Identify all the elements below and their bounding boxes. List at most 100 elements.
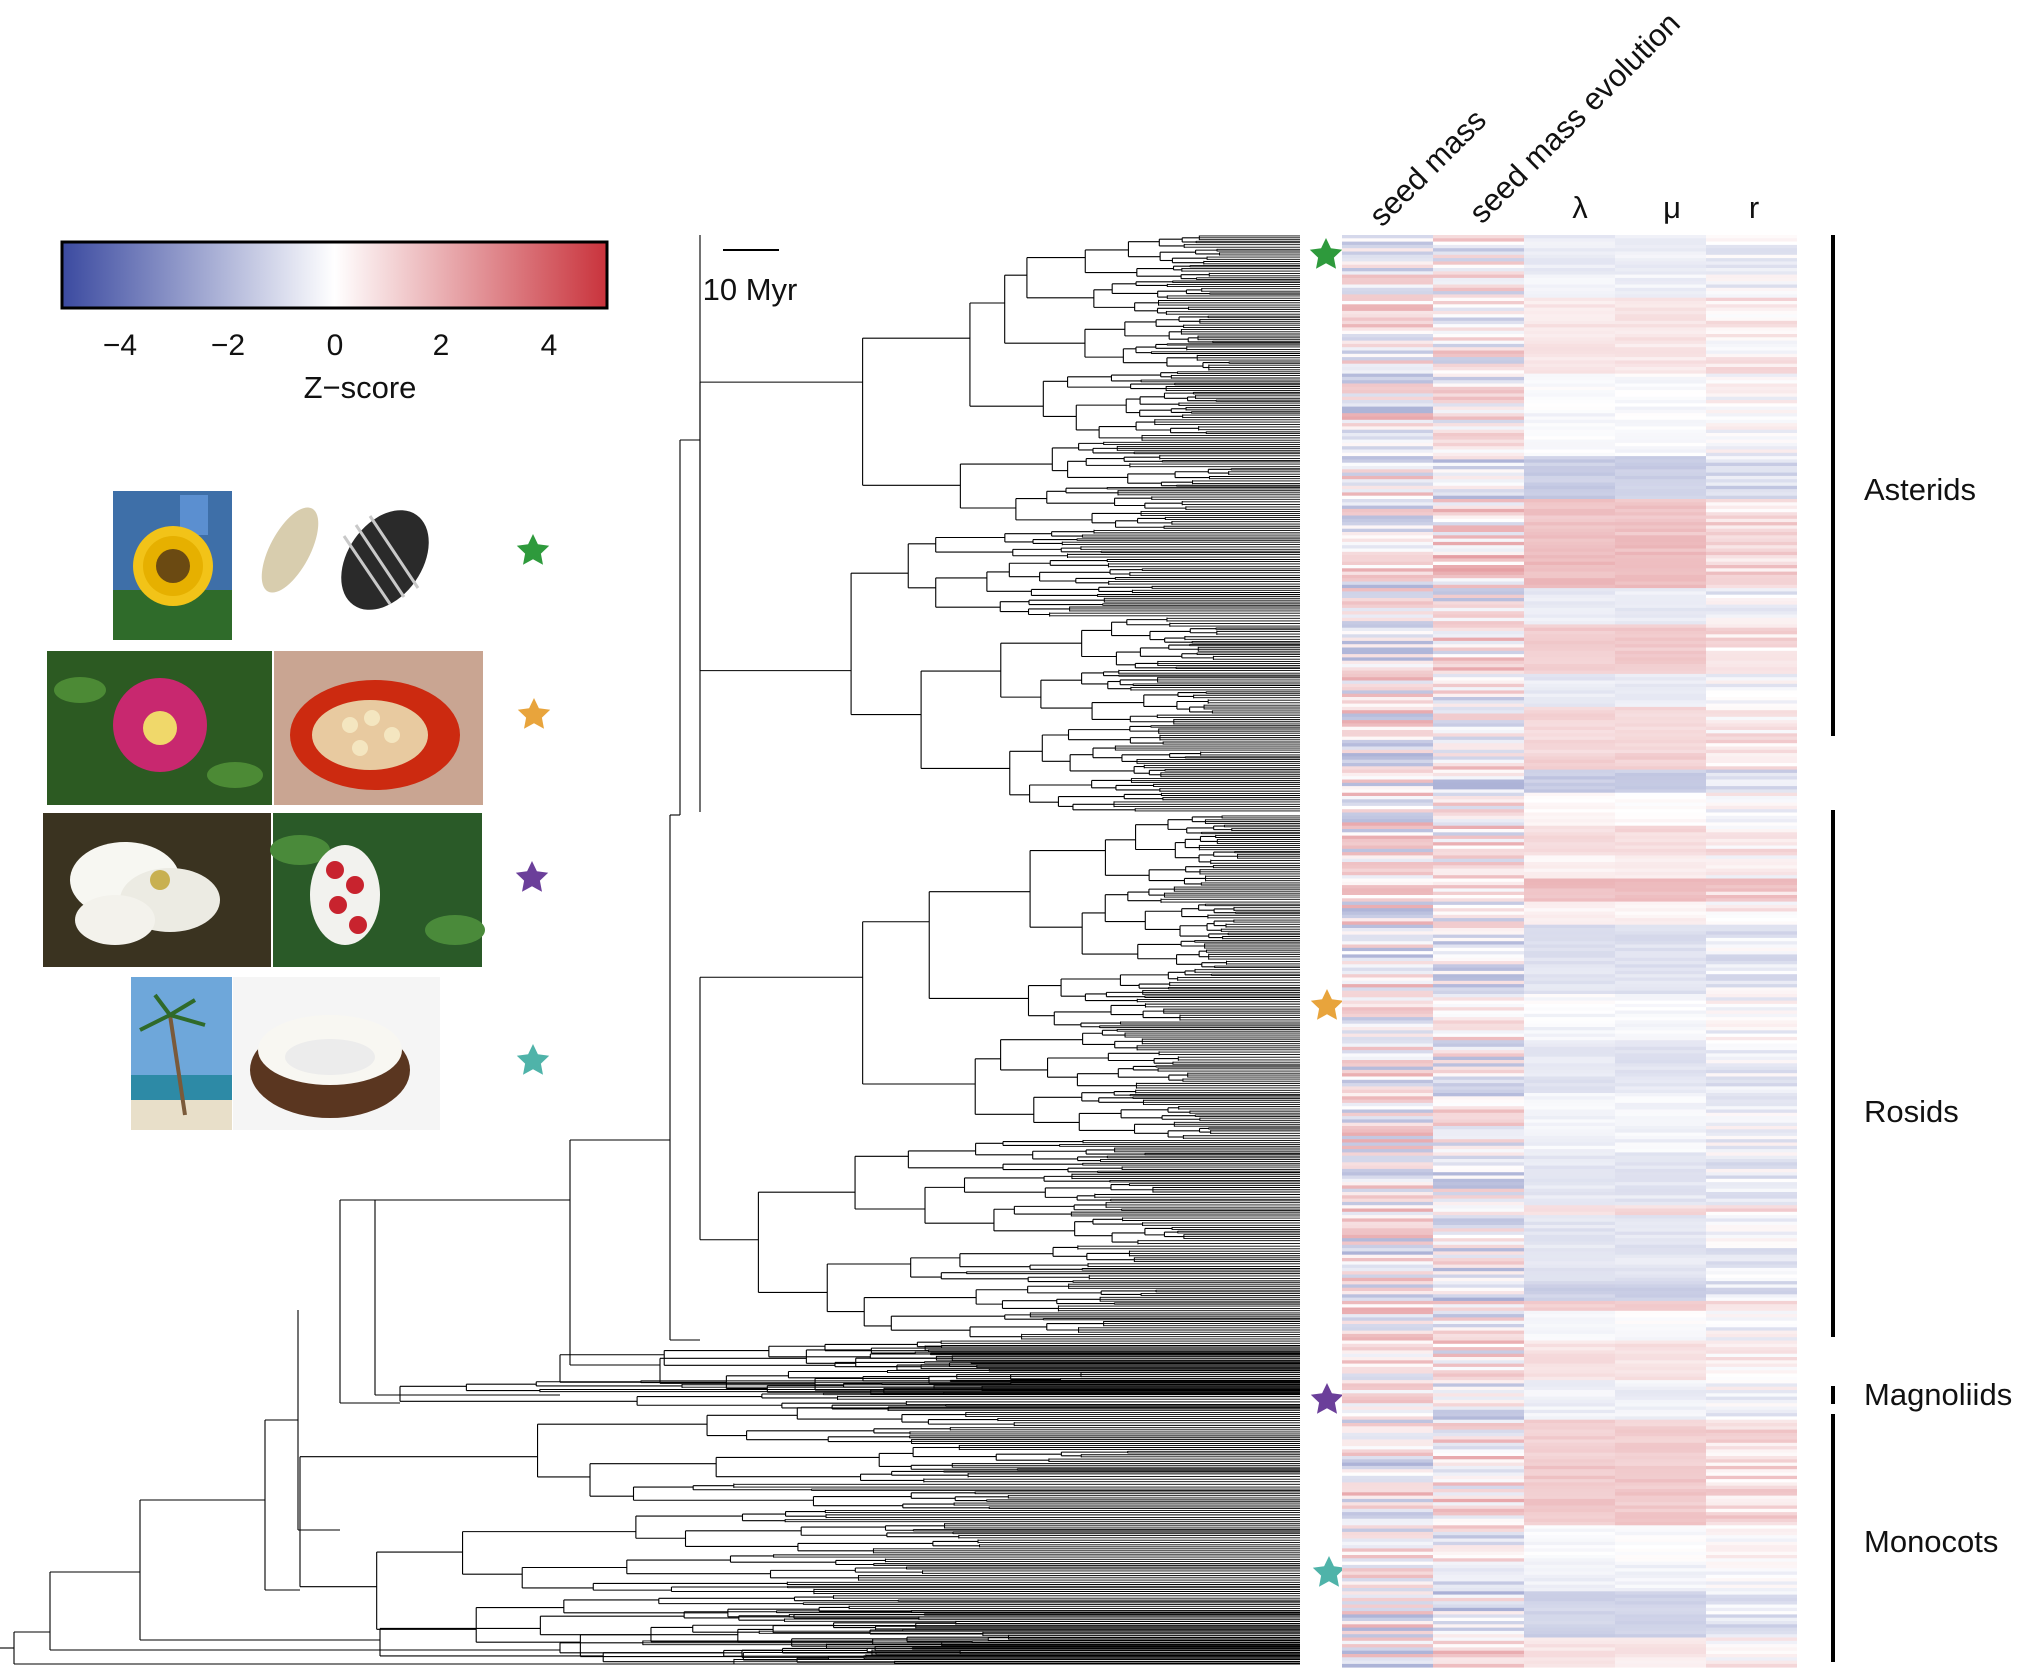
heatmap-cell xyxy=(1615,433,1706,437)
heatmap-cell xyxy=(1524,650,1615,655)
heatmap-cell xyxy=(1342,363,1433,368)
heatmap-cell xyxy=(1706,390,1797,394)
heatmap-cell xyxy=(1433,528,1524,533)
heatmap-cell xyxy=(1524,1492,1615,1496)
heatmap-cell xyxy=(1342,462,1433,467)
heatmap-cell xyxy=(1706,1050,1797,1054)
heatmap-cell xyxy=(1706,984,1797,988)
heatmap-cell xyxy=(1524,726,1615,731)
heatmap-cell xyxy=(1524,924,1615,929)
heatmap-cell xyxy=(1433,710,1524,714)
heatmap-cell xyxy=(1615,1393,1706,1397)
heatmap-cell xyxy=(1615,1439,1706,1444)
heatmap-cell xyxy=(1615,462,1706,467)
heatmap-cell xyxy=(1524,1205,1615,1209)
heatmap-cell xyxy=(1342,607,1433,612)
heatmap-cell xyxy=(1433,419,1524,424)
heatmap-cell xyxy=(1433,1099,1524,1104)
heatmap-cell xyxy=(1433,934,1524,939)
heatmap-cell xyxy=(1342,545,1433,549)
heatmap-cell xyxy=(1615,1139,1706,1143)
heatmap-cell xyxy=(1524,1607,1615,1612)
heatmap-cell xyxy=(1342,693,1433,698)
heatmap-cell xyxy=(1433,489,1524,493)
heatmap-cell xyxy=(1433,957,1524,962)
heatmap-cell xyxy=(1524,1195,1615,1199)
heatmap-cell xyxy=(1342,1650,1433,1655)
star-icon xyxy=(1310,1383,1344,1414)
heatmap-cell xyxy=(1706,1614,1797,1619)
heatmap-cell xyxy=(1524,1432,1615,1437)
heatmap-cell xyxy=(1524,416,1615,421)
heatmap-cell xyxy=(1433,324,1524,328)
heatmap-cell xyxy=(1615,370,1706,374)
heatmap-cell xyxy=(1706,1304,1797,1308)
heatmap-cell xyxy=(1615,1327,1706,1331)
heatmap-cell xyxy=(1706,241,1797,246)
heatmap-cell xyxy=(1524,914,1615,919)
heatmap-cell xyxy=(1706,1053,1797,1058)
heatmap-cell xyxy=(1706,746,1797,751)
heatmap-cell xyxy=(1706,433,1797,437)
heatmap-cell xyxy=(1615,1198,1706,1203)
heatmap-cell xyxy=(1433,878,1524,883)
heatmap-cell xyxy=(1342,832,1433,836)
heatmap-cell xyxy=(1342,1185,1433,1190)
heatmap-cell xyxy=(1433,291,1524,295)
heatmap-cell xyxy=(1706,571,1797,576)
heatmap-cell xyxy=(1524,1086,1615,1091)
heatmap-cell xyxy=(1342,1406,1433,1411)
heatmap-cell xyxy=(1706,1390,1797,1394)
heatmap-cell xyxy=(1615,1545,1706,1549)
heatmap-cell xyxy=(1615,640,1706,645)
heatmap-cell xyxy=(1433,548,1524,553)
palm-photo xyxy=(131,977,232,1130)
heatmap-cell xyxy=(1433,637,1524,642)
heatmap-cell xyxy=(1433,268,1524,272)
heatmap-cell xyxy=(1342,578,1433,582)
heatmap-cell xyxy=(1342,881,1433,886)
heatmap-cell xyxy=(1615,888,1706,893)
heatmap-cell xyxy=(1615,829,1706,833)
heatmap-cell xyxy=(1524,1198,1615,1203)
heatmap-cell xyxy=(1342,1218,1433,1223)
heatmap-cell xyxy=(1433,1630,1524,1635)
heatmap-cell xyxy=(1615,1462,1706,1467)
heatmap-cell xyxy=(1342,1291,1433,1295)
heatmap-cell xyxy=(1342,1333,1433,1338)
heatmap-cell xyxy=(1524,235,1615,239)
heatmap-cell xyxy=(1706,1102,1797,1107)
heatmap-cell xyxy=(1524,974,1615,978)
heatmap-cell xyxy=(1706,1168,1797,1173)
heatmap-cell xyxy=(1524,607,1615,612)
heatmap-cell xyxy=(1615,535,1706,539)
heatmap-cell xyxy=(1524,1644,1615,1648)
heatmap-cell xyxy=(1615,373,1706,378)
heatmap-cell xyxy=(1706,1340,1797,1345)
heatmap-cell xyxy=(1433,1162,1524,1166)
heatmap-cell xyxy=(1433,525,1524,530)
heatmap-cell xyxy=(1342,644,1433,648)
heatmap-cell xyxy=(1524,310,1615,315)
heatmap-cell xyxy=(1706,317,1797,322)
heatmap-cell xyxy=(1615,1241,1706,1246)
heatmap-cell xyxy=(1342,433,1433,437)
heatmap-cell xyxy=(1706,730,1797,734)
heatmap-cell xyxy=(1342,1429,1433,1434)
heatmap-cell xyxy=(1524,284,1615,289)
heatmap-cell xyxy=(1342,1660,1433,1665)
heatmap-cell xyxy=(1433,261,1524,266)
heatmap-cell xyxy=(1706,528,1797,533)
heatmap-cell xyxy=(1524,1621,1615,1625)
heatmap-cell xyxy=(1524,716,1615,721)
heatmap-cell xyxy=(1615,1541,1706,1546)
heatmap-cell xyxy=(1706,904,1797,909)
heatmap-cell xyxy=(1524,1244,1615,1249)
heatmap-cell xyxy=(1524,1013,1615,1018)
heatmap-cell xyxy=(1615,1201,1706,1206)
heatmap-cell xyxy=(1433,974,1524,978)
heatmap-cell xyxy=(1706,687,1797,691)
heatmap-cell xyxy=(1706,548,1797,553)
heatmap-cell xyxy=(1342,1442,1433,1447)
heatmap-cell xyxy=(1433,611,1524,615)
